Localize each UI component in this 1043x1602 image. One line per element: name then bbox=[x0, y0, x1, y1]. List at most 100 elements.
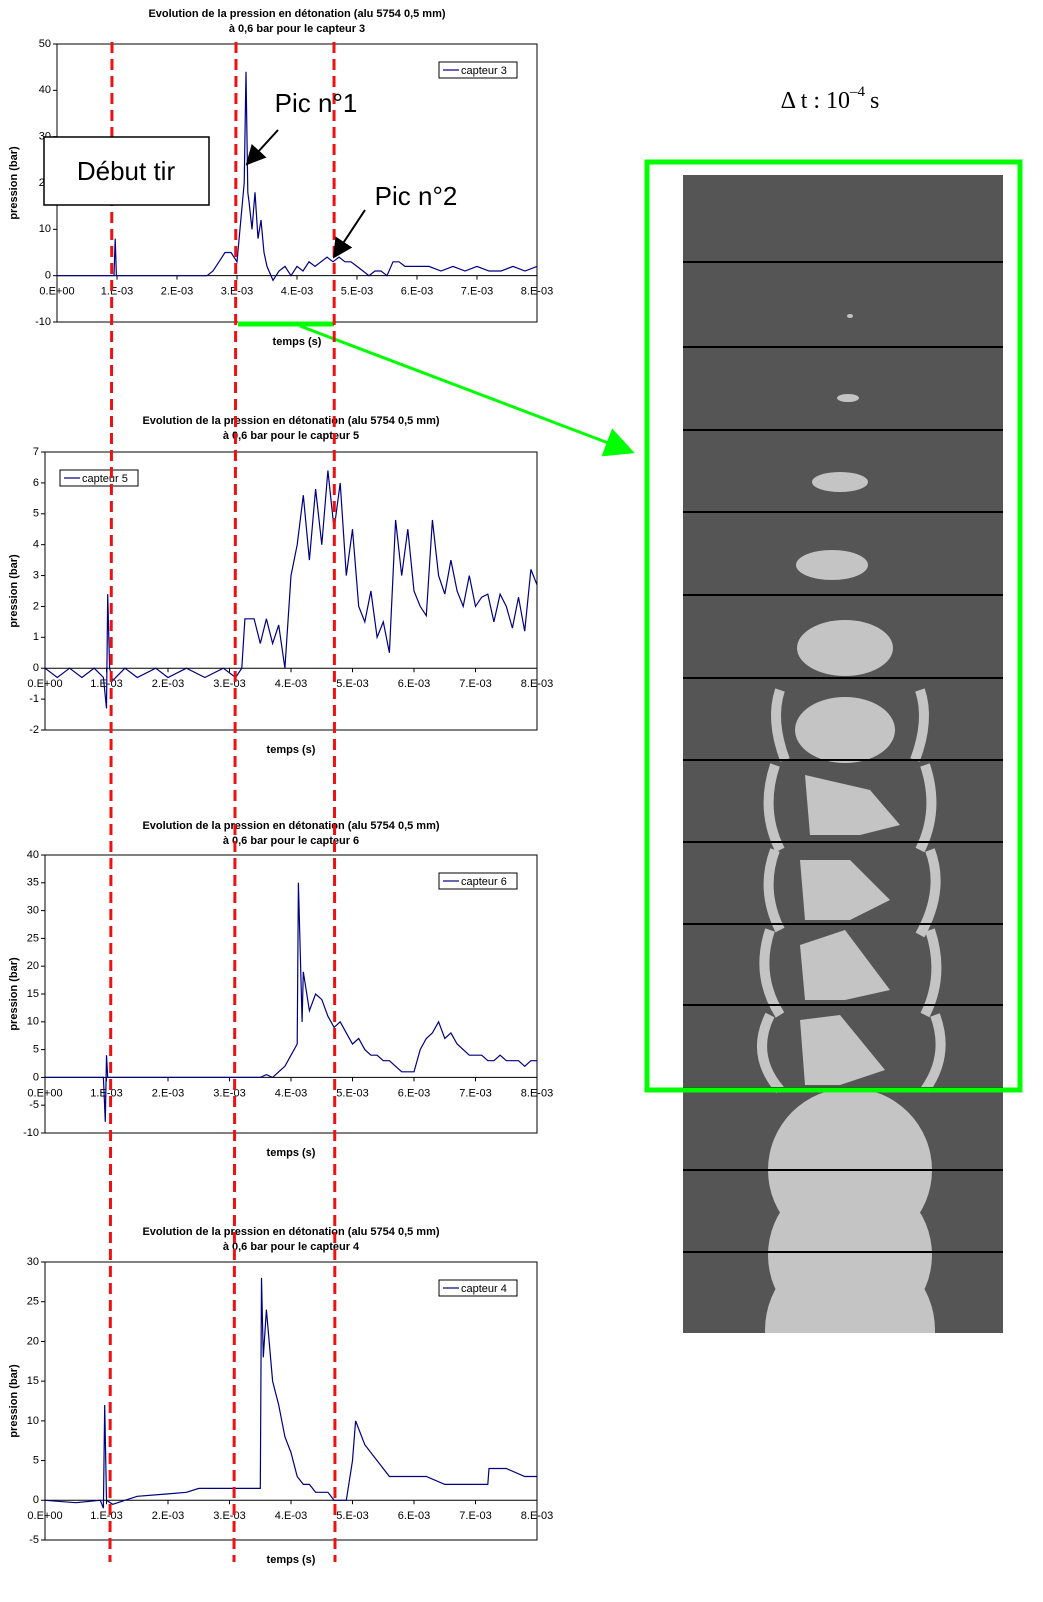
legend-box bbox=[438, 872, 518, 890]
y-axis-label: pression (bar) bbox=[8, 957, 20, 1031]
x-tick-label: 0.E+00 bbox=[39, 286, 74, 298]
x-tick-label: 7.E-03 bbox=[459, 678, 491, 690]
y-tick-label: 0 bbox=[45, 270, 51, 282]
y-tick-label: 20 bbox=[27, 1335, 39, 1347]
x-tick-label: 8.E-03 bbox=[521, 1087, 553, 1099]
y-tick-label: 25 bbox=[27, 1296, 39, 1308]
chart-title: Evolution de la pression en détonation (… bbox=[148, 8, 445, 20]
chart-subtitle: à 0,6 bar pour le capteur 3 bbox=[229, 23, 365, 35]
y-axis-label: pression (bar) bbox=[8, 554, 20, 628]
x-tick-label: 3.E-03 bbox=[213, 1510, 245, 1522]
peak2-label: Pic n°2 bbox=[375, 181, 458, 211]
x-tick-label: 3.E-03 bbox=[213, 1087, 245, 1099]
y-tick-label: 2 bbox=[33, 600, 39, 612]
x-tick-label: 8.E-03 bbox=[521, 286, 553, 298]
y-tick-label: 40 bbox=[39, 84, 51, 96]
chart-title: Evolution de la pression en détonation (… bbox=[142, 1226, 439, 1238]
x-axis-label: temps (s) bbox=[267, 1147, 316, 1159]
green-arrow bbox=[299, 324, 635, 457]
y-tick-label: 1 bbox=[33, 631, 39, 643]
plot-frame bbox=[44, 451, 538, 731]
y-tick-label: 7 bbox=[33, 446, 39, 458]
x-tick-label: 3.E-03 bbox=[213, 678, 245, 690]
x-tick-label: 6.E-03 bbox=[398, 1087, 430, 1099]
x-tick-label: 3.E-03 bbox=[221, 286, 253, 298]
series-line bbox=[57, 71, 538, 282]
shock-arcs bbox=[757, 688, 946, 1094]
plot-frame bbox=[44, 1261, 538, 1541]
legend-box bbox=[438, 61, 518, 79]
x-tick-label: 1.E-03 bbox=[90, 1087, 122, 1099]
x-tick-label: 4.E-03 bbox=[275, 1087, 307, 1099]
y-tick-label: -5 bbox=[29, 1534, 39, 1546]
y-axis-label: pression (bar) bbox=[8, 1364, 20, 1438]
x-axis-label: temps (s) bbox=[267, 744, 316, 756]
y-tick-label: 10 bbox=[39, 223, 51, 235]
x-axis-label: temps (s) bbox=[267, 1554, 316, 1566]
legend-label: capteur 3 bbox=[461, 65, 507, 77]
y-tick-label: -1 bbox=[29, 693, 39, 705]
x-tick-label: 4.E-03 bbox=[275, 678, 307, 690]
x-tick-label: 2.E-03 bbox=[152, 1087, 184, 1099]
chart-title: Evolution de la pression en détonation (… bbox=[142, 820, 439, 832]
legend-box bbox=[438, 1279, 518, 1297]
y-tick-label: 0 bbox=[33, 1494, 39, 1506]
y-tick-label: 5 bbox=[33, 1044, 39, 1056]
y-tick-label: 15 bbox=[27, 1375, 39, 1387]
y-tick-label: 35 bbox=[27, 877, 39, 889]
y-tick-label: 5 bbox=[33, 1454, 39, 1466]
x-tick-label: 8.E-03 bbox=[521, 1510, 553, 1522]
y-tick-label: 0 bbox=[33, 1071, 39, 1083]
legend-label: capteur 6 bbox=[461, 876, 507, 888]
y-tick-label: -10 bbox=[35, 316, 51, 328]
x-tick-label: 7.E-03 bbox=[459, 1087, 491, 1099]
x-tick-label: 1.E-03 bbox=[101, 286, 133, 298]
x-tick-label: 8.E-03 bbox=[521, 678, 553, 690]
y-tick-label: 30 bbox=[27, 905, 39, 917]
legend-label: capteur 5 bbox=[82, 473, 128, 485]
y-tick-label: -10 bbox=[23, 1127, 39, 1139]
y-tick-label: 4 bbox=[33, 539, 39, 551]
timestep-text: Δ t : 10 bbox=[781, 88, 850, 114]
x-tick-label: 4.E-03 bbox=[275, 1510, 307, 1522]
x-tick-label: 7.E-03 bbox=[461, 286, 493, 298]
series-line bbox=[45, 882, 537, 1122]
x-tick-label: 2.E-03 bbox=[152, 678, 184, 690]
timestep-label: Δ t : 10–4 s bbox=[781, 84, 880, 113]
y-tick-label: 25 bbox=[27, 932, 39, 944]
y-axis-label: pression (bar) bbox=[8, 146, 20, 220]
start-label: Début tir bbox=[77, 156, 176, 186]
y-tick-label: 6 bbox=[33, 477, 39, 489]
x-tick-label: 4.E-03 bbox=[281, 286, 313, 298]
chart-subtitle: à 0,6 bar pour le capteur 6 bbox=[223, 835, 359, 847]
peak1-arrow bbox=[245, 129, 279, 166]
y-tick-label: 30 bbox=[27, 1256, 39, 1268]
y-tick-label: 10 bbox=[27, 1415, 39, 1427]
peak2-arrow bbox=[332, 209, 366, 259]
y-tick-label: 3 bbox=[33, 569, 39, 581]
x-tick-label: 2.E-03 bbox=[161, 286, 193, 298]
start-box bbox=[43, 136, 210, 206]
charts: Evolution de la pression en détonation (… bbox=[8, 8, 553, 1566]
y-tick-label: 20 bbox=[27, 960, 39, 972]
chart-subtitle: à 0,6 bar pour le capteur 4 bbox=[223, 1241, 360, 1253]
y-tick-label: 40 bbox=[27, 849, 39, 861]
legend-box bbox=[59, 469, 139, 487]
reference-lines bbox=[108, 41, 337, 1563]
y-tick-label: 5 bbox=[33, 508, 39, 520]
y-tick-label: -5 bbox=[29, 1099, 39, 1111]
timestep-unit: s bbox=[870, 88, 879, 114]
x-tick-label: 5.E-03 bbox=[336, 1087, 368, 1099]
series-line bbox=[44, 470, 538, 709]
series-line bbox=[44, 1277, 537, 1509]
peak1-label: Pic n°1 bbox=[275, 88, 358, 118]
y-tick-label: 15 bbox=[27, 988, 39, 1000]
x-tick-label: 6.E-03 bbox=[401, 286, 433, 298]
image-strip bbox=[683, 175, 1003, 1333]
x-tick-label: 5.E-03 bbox=[336, 678, 368, 690]
chart-subtitle: à 0,6 bar pour le capteur 5 bbox=[223, 430, 359, 442]
x-axis-label: temps (s) bbox=[273, 336, 322, 348]
legend-label: capteur 4 bbox=[461, 1283, 507, 1295]
y-tick-label: 50 bbox=[39, 38, 51, 50]
